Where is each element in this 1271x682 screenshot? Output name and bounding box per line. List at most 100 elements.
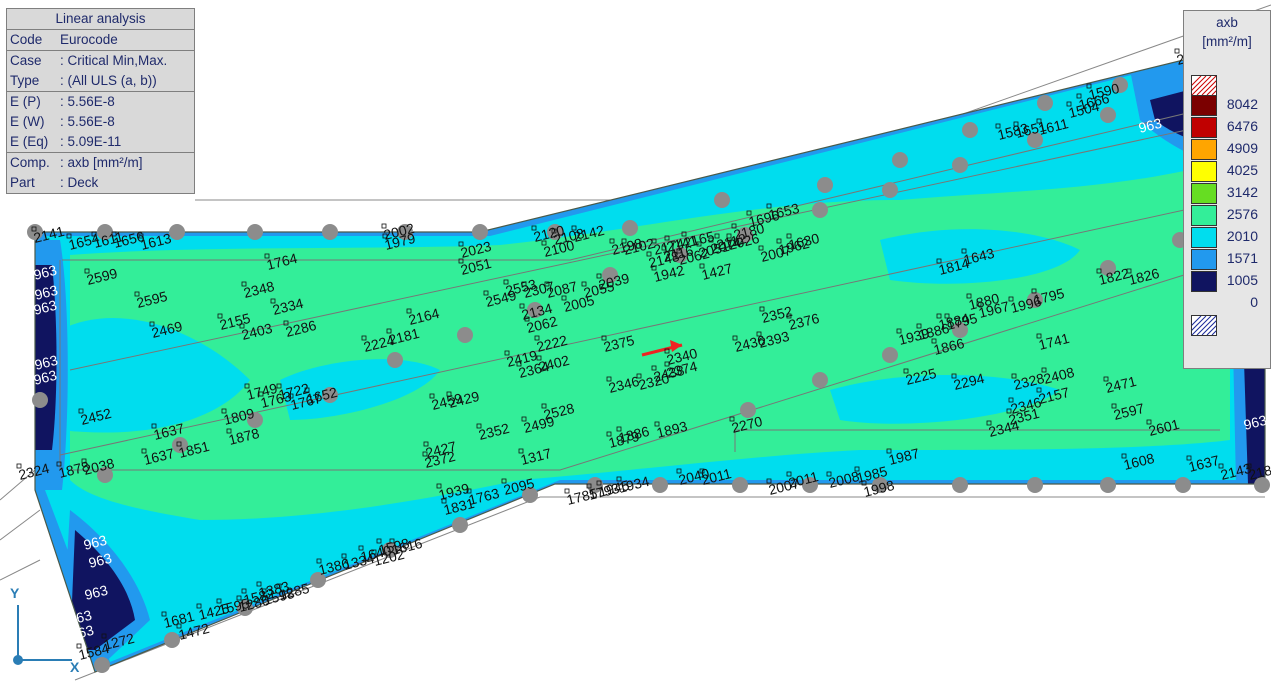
- label-marker: [609, 238, 615, 244]
- value-label: 1584: [77, 640, 111, 663]
- label-marker: [422, 451, 428, 457]
- value-label: 1939: [437, 480, 471, 503]
- value-label: 2142: [572, 222, 606, 245]
- label-marker: [1186, 455, 1192, 461]
- label-marker: [731, 223, 737, 229]
- value-label: 2375: [602, 332, 636, 355]
- label-marker: [646, 251, 652, 257]
- label-marker: [1008, 296, 1014, 302]
- value-label: 2403: [240, 320, 274, 343]
- label-marker: [221, 408, 227, 414]
- label-marker: [518, 448, 524, 454]
- value-label: 1595: [217, 595, 251, 618]
- support-node: [952, 322, 968, 338]
- label-marker: [386, 328, 392, 334]
- value-label: 2074: [709, 234, 743, 257]
- label-marker: [534, 335, 540, 341]
- value-label: 1272: [102, 630, 136, 653]
- value-label: 2198: [610, 235, 644, 258]
- edge-value-label: 963: [33, 282, 60, 303]
- support-node: [472, 224, 488, 240]
- value-label: 2062: [525, 313, 559, 336]
- label-marker: [241, 588, 247, 594]
- label-marker: [826, 471, 832, 477]
- value-label: 1666: [1077, 90, 1111, 113]
- label-marker: [766, 203, 772, 209]
- value-label: 2286: [284, 317, 318, 340]
- label-marker: [1041, 367, 1047, 373]
- label-marker: [676, 468, 682, 474]
- label-marker: [1076, 93, 1082, 99]
- support-node: [872, 477, 888, 493]
- value-label: 1608: [1122, 450, 1156, 473]
- value-label: 2181: [1247, 460, 1271, 483]
- info-row-type: Type: (All ULS (a, b)): [10, 73, 157, 88]
- legend-value: 0: [1250, 294, 1258, 310]
- support-node: [1027, 477, 1043, 493]
- label-marker: [931, 338, 937, 344]
- legend-swatch-bottom: [1181, 315, 1237, 336]
- label-marker: [361, 335, 367, 341]
- legend-value: 4025: [1226, 162, 1258, 178]
- value-label: 1598: [262, 585, 296, 608]
- label-marker: [861, 480, 867, 486]
- support-node: [952, 477, 968, 493]
- value-label: 1979: [383, 230, 417, 253]
- label-marker: [1111, 403, 1117, 409]
- value-label: 2038: [82, 455, 116, 478]
- value-label: 1640: [359, 542, 393, 565]
- label-marker: [161, 611, 167, 617]
- label-marker: [729, 416, 735, 422]
- label-marker: [966, 293, 972, 299]
- label-marker: [519, 303, 525, 309]
- support-node: [457, 327, 473, 343]
- edge-value-label: 963: [69, 622, 96, 643]
- support-node: [1254, 477, 1270, 493]
- support-node: [322, 387, 338, 403]
- label-marker: [304, 387, 310, 393]
- support-node: [164, 632, 180, 648]
- value-label: 2180: [732, 220, 766, 243]
- edge-value-label: 963: [32, 262, 59, 283]
- label-marker: [256, 581, 262, 587]
- info-panel: Linear analysis Code Eurocode Case: Criti…: [6, 8, 195, 194]
- legend-value: 1005: [1226, 272, 1258, 288]
- value-label: 2039: [597, 270, 631, 293]
- label-marker: [1246, 463, 1252, 469]
- support-node: [310, 572, 326, 588]
- label-marker: [111, 231, 117, 237]
- value-label: 1613: [139, 230, 173, 253]
- legend-value: 2576: [1226, 206, 1258, 222]
- label-marker: [429, 393, 435, 399]
- label-marker: [226, 428, 232, 434]
- support-node: [1037, 95, 1053, 111]
- support-node: [817, 177, 833, 193]
- label-marker: [651, 265, 657, 271]
- info-row-comp: Comp.: axb [mm²/m]: [7, 152, 194, 173]
- deck-outline: [34, 39, 1266, 673]
- value-label: 2601: [1147, 416, 1181, 439]
- label-marker: [564, 488, 570, 494]
- value-label: 2143: [1219, 460, 1253, 483]
- support-node: [452, 517, 468, 533]
- value-label: 1504: [1067, 98, 1101, 121]
- value-label: 1285: [277, 580, 311, 603]
- value-label: 2005: [562, 292, 596, 315]
- value-label: 2419: [505, 347, 539, 370]
- label-marker: [699, 468, 705, 474]
- label-marker: [661, 245, 667, 251]
- label-marker: [91, 231, 97, 237]
- value-label: 2051: [697, 238, 731, 261]
- legend-value: 4909: [1226, 140, 1258, 156]
- supports: [27, 50, 1270, 673]
- legend-swatch: [1191, 249, 1217, 270]
- value-label: 1425: [197, 600, 231, 623]
- value-label: 2112: [715, 230, 748, 253]
- value-label: 2320: [637, 370, 671, 393]
- value-label: 2364: [517, 358, 551, 381]
- value-label: 1886: [617, 423, 651, 446]
- label-marker: [31, 226, 37, 232]
- value-label: 2427: [424, 438, 458, 461]
- value-label: 2351: [1007, 405, 1041, 428]
